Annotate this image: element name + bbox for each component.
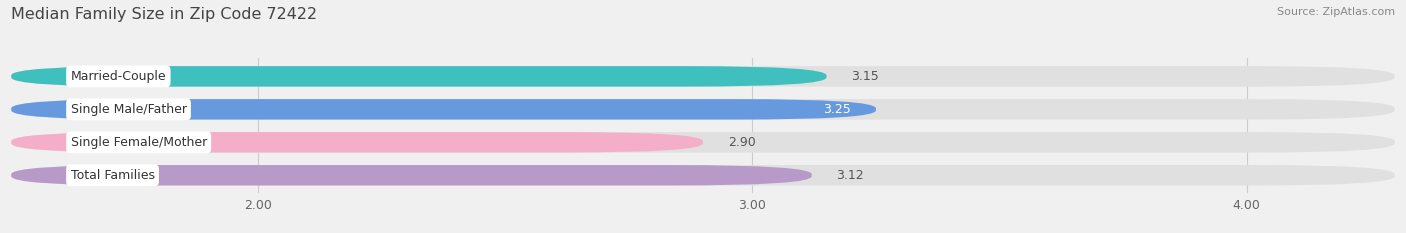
FancyBboxPatch shape bbox=[11, 66, 827, 87]
Text: Total Families: Total Families bbox=[70, 169, 155, 182]
Text: Single Female/Mother: Single Female/Mother bbox=[70, 136, 207, 149]
Text: 3.25: 3.25 bbox=[824, 103, 851, 116]
Text: Median Family Size in Zip Code 72422: Median Family Size in Zip Code 72422 bbox=[11, 7, 318, 22]
FancyBboxPatch shape bbox=[11, 66, 1395, 87]
Text: Married-Couple: Married-Couple bbox=[70, 70, 166, 83]
FancyBboxPatch shape bbox=[11, 132, 1395, 153]
Text: 2.90: 2.90 bbox=[728, 136, 755, 149]
FancyBboxPatch shape bbox=[11, 99, 1395, 120]
Text: 3.12: 3.12 bbox=[837, 169, 865, 182]
Text: 3.15: 3.15 bbox=[851, 70, 879, 83]
FancyBboxPatch shape bbox=[11, 165, 811, 185]
Text: Source: ZipAtlas.com: Source: ZipAtlas.com bbox=[1277, 7, 1395, 17]
Text: Single Male/Father: Single Male/Father bbox=[70, 103, 187, 116]
FancyBboxPatch shape bbox=[11, 165, 1395, 185]
FancyBboxPatch shape bbox=[11, 99, 876, 120]
FancyBboxPatch shape bbox=[11, 132, 703, 153]
